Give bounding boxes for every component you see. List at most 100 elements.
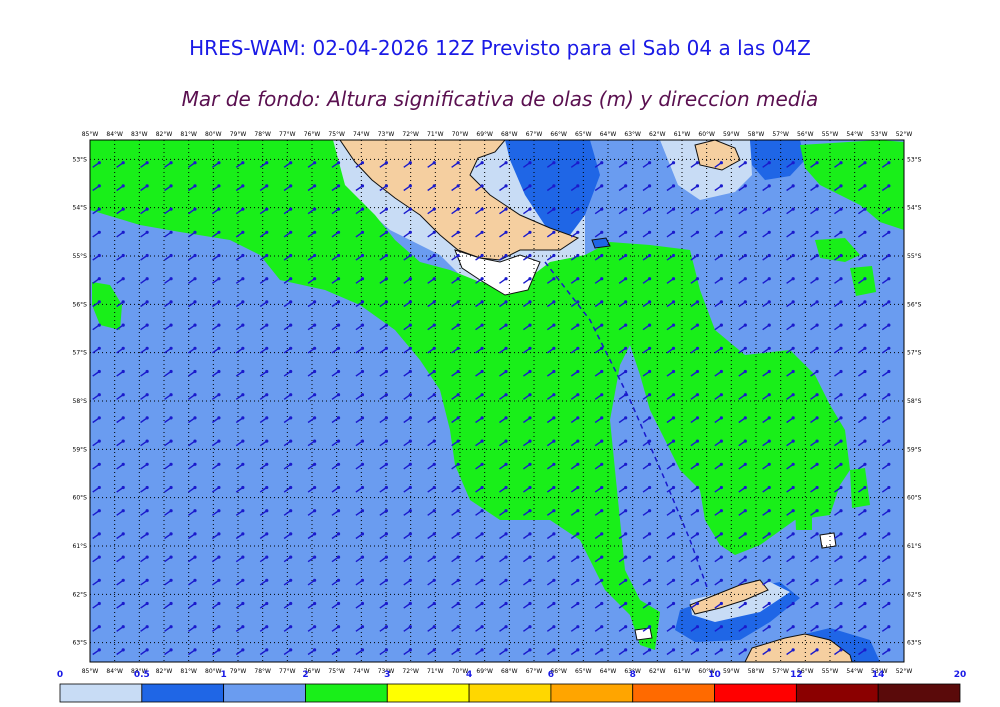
swell-arrow-head — [504, 555, 508, 559]
swell-arrow-head — [863, 485, 867, 490]
colorbar-tick-label: 1 — [221, 670, 227, 680]
swell-arrow-head — [839, 393, 843, 397]
swell-arrow-head — [265, 648, 269, 652]
longitude-label: 52°W — [896, 131, 913, 138]
swell-arrow-head — [97, 369, 101, 374]
swell-arrow-head — [289, 509, 293, 513]
swell-arrow-head — [480, 207, 484, 211]
swell-arrow-head — [456, 393, 460, 397]
swell-arrow-head — [791, 439, 795, 443]
swell-arrow-head — [624, 277, 628, 281]
swell-arrow-head — [600, 369, 604, 374]
longitude-label: 75°W — [328, 668, 345, 675]
swell-arrow-head — [576, 184, 580, 188]
swell-arrow-head — [432, 462, 436, 466]
longitude-label: 81°W — [180, 131, 197, 138]
swell-arrow-head — [647, 601, 652, 606]
swell-arrow-head — [839, 439, 843, 443]
swell-arrow-head — [169, 485, 173, 490]
swell-arrow-head — [600, 532, 604, 536]
swell-arrow-head — [767, 462, 771, 466]
colorbar-segment — [223, 683, 306, 703]
swell-arrow-head — [647, 485, 652, 490]
swell-arrow-head — [695, 184, 700, 188]
swell-arrow-head — [336, 648, 341, 652]
longitude-label: 83°W — [131, 668, 148, 675]
longitude-label: 82°W — [156, 668, 173, 675]
swell-arrow-head — [169, 509, 173, 513]
swell-arrow-head — [169, 578, 173, 582]
swell-arrow-head — [791, 184, 795, 188]
swell-arrow-head — [145, 485, 149, 490]
swell-arrow-head — [384, 648, 388, 652]
swell-arrow-head — [671, 509, 676, 513]
swell-arrow-head — [791, 509, 795, 513]
swell-arrow-head — [289, 393, 293, 397]
swell-arrow-head — [97, 323, 101, 327]
swell-arrow-head — [241, 184, 245, 188]
swell-arrow-head — [791, 555, 795, 559]
longitude-label: 79°W — [230, 668, 247, 675]
swell-arrow-head — [624, 369, 628, 374]
swell-arrow-head — [719, 601, 723, 606]
swell-arrow-head — [265, 485, 269, 490]
swell-arrow-head — [432, 230, 436, 234]
swell-arrow-head — [336, 346, 341, 350]
swell-arrow-head — [480, 300, 484, 304]
swell-arrow-head — [97, 532, 101, 536]
swell-arrow-head — [313, 207, 317, 211]
swell-arrow-head — [193, 532, 197, 536]
swell-arrow-head — [504, 601, 508, 606]
swell-arrow-head — [887, 253, 891, 258]
latitude-label: 62°S — [907, 591, 922, 598]
swell-arrow-head — [504, 578, 508, 582]
swell-arrow-head — [432, 485, 436, 490]
swell-arrow-head — [265, 416, 269, 420]
swell-arrow-head — [145, 369, 149, 374]
swell-arrow-head — [719, 323, 723, 327]
swell-arrow-head — [671, 601, 676, 606]
swell-arrow-head — [504, 416, 508, 420]
swell-arrow-head — [791, 625, 795, 629]
swell-arrow-head — [456, 648, 460, 652]
swell-arrow-head — [600, 393, 604, 397]
swell-arrow-head — [647, 230, 652, 234]
swell-arrow-head — [241, 625, 245, 629]
swell-arrow-head — [576, 369, 580, 374]
swell-arrow-head — [169, 532, 173, 536]
swell-arrow-head — [600, 161, 604, 165]
swell-arrow-head — [97, 578, 101, 582]
land-patagonia — [339, 140, 580, 261]
swell-arrow-head — [169, 393, 173, 397]
longitude-label: 53°W — [871, 668, 888, 675]
swell-arrow-head — [791, 601, 795, 606]
swell-arrow-head — [815, 207, 819, 211]
swell-arrow-head — [289, 277, 293, 281]
longitude-label: 77°W — [279, 131, 296, 138]
swell-arrow-head — [600, 601, 604, 606]
swell-arrow-head — [600, 184, 604, 188]
swell-arrow-head — [480, 393, 484, 397]
longitude-label: 66°W — [550, 668, 567, 675]
swell-arrow-head — [169, 416, 173, 420]
swell-arrow-head — [624, 648, 628, 652]
swell-arrow-head — [169, 346, 173, 350]
swell-arrow-head — [217, 578, 221, 582]
latitude-label: 58°S — [73, 398, 88, 405]
longitude-label: 54°W — [846, 131, 863, 138]
swell-arrow-head — [408, 369, 412, 374]
swell-arrow-head — [121, 439, 125, 443]
swell-arrow-head — [432, 648, 436, 652]
swell-arrow-head — [552, 230, 556, 234]
swell-arrow-head — [313, 416, 317, 420]
swell-arrow-head — [336, 462, 341, 466]
swell-arrow-head — [695, 393, 700, 397]
swell-arrow-head — [145, 184, 149, 188]
swell-arrow-head — [121, 300, 125, 304]
longitude-label: 79°W — [230, 131, 247, 138]
swell-arrow-head — [815, 346, 819, 350]
swell-arrow-head — [528, 578, 532, 582]
swell-arrow-head — [839, 346, 843, 350]
land-south-shetland — [689, 579, 769, 615]
